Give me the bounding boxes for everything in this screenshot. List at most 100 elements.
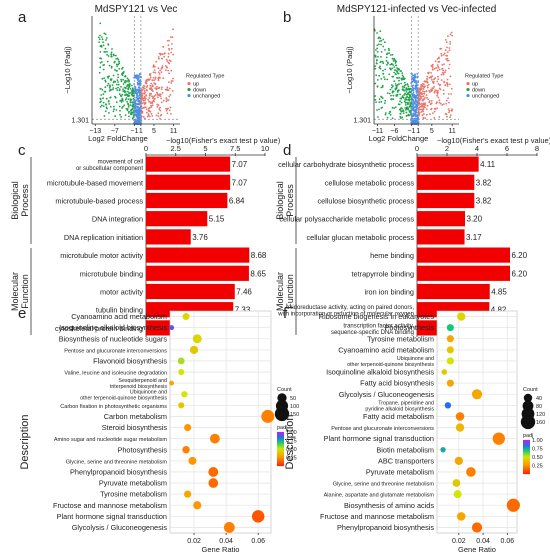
point-unchanged xyxy=(412,86,414,89)
colorbar-segment xyxy=(277,460,284,463)
point-up xyxy=(433,67,436,70)
point-up xyxy=(152,96,155,98)
point-up xyxy=(169,36,172,39)
point-down xyxy=(405,99,408,101)
color-legend-title: padj xyxy=(523,433,533,439)
point-up xyxy=(422,88,425,90)
legend-label-down: down xyxy=(472,88,485,94)
point-down xyxy=(377,43,380,46)
point-unchanged xyxy=(412,84,415,87)
point-down xyxy=(106,60,109,63)
point-down xyxy=(104,51,107,53)
point-down xyxy=(106,84,109,87)
category-label: Fructose and mannose metabolism xyxy=(320,512,434,521)
bubble xyxy=(492,432,505,445)
colorbar-segment xyxy=(523,445,530,448)
point-up xyxy=(432,112,434,114)
category-label: Pentose and glucuronate interconversions xyxy=(331,426,434,432)
point-up xyxy=(148,79,150,82)
point-up xyxy=(168,47,170,50)
point-down xyxy=(120,78,122,81)
bar xyxy=(417,247,510,263)
x-tick-label: −1 xyxy=(130,128,138,135)
point-down xyxy=(406,101,408,104)
point-unchanged xyxy=(415,109,417,112)
point-down xyxy=(117,73,119,76)
plot-background xyxy=(436,310,518,534)
point-up xyxy=(422,117,425,119)
point-down xyxy=(390,94,392,97)
point-down xyxy=(401,85,404,88)
point-down xyxy=(402,96,404,99)
point-up xyxy=(161,65,164,67)
colorbar-segment xyxy=(277,432,284,435)
point-down xyxy=(405,96,407,99)
point-up xyxy=(446,115,448,118)
x-tick-label: 5 xyxy=(203,144,207,153)
size-legend-label: 100 xyxy=(290,404,299,410)
point-down xyxy=(379,30,382,33)
colorbar-segment xyxy=(277,436,284,439)
point-up xyxy=(148,94,151,97)
panel-label: e xyxy=(18,305,26,322)
point-down xyxy=(118,62,121,65)
point-down xyxy=(117,76,119,79)
point-down xyxy=(125,107,128,110)
colorbar-segment xyxy=(277,454,284,457)
point-up xyxy=(420,111,423,113)
point-unchanged xyxy=(136,98,139,101)
panel-d: d 0 2 4 6 8 Biological Process 4.11 cellular carb… xyxy=(275,136,550,337)
point-unchanged xyxy=(136,107,139,109)
point-down xyxy=(400,117,402,119)
point-up xyxy=(446,59,449,62)
category-label: Carbon metabolism xyxy=(104,412,167,421)
point-unchanged xyxy=(136,78,139,80)
point-up xyxy=(449,116,451,119)
size-legend-label: 80 xyxy=(536,404,542,410)
category-label: oxidoreductase activity, acting on paire… xyxy=(286,305,414,311)
point-down xyxy=(127,102,129,105)
point-down xyxy=(124,98,127,101)
point-down xyxy=(384,99,387,102)
point-down xyxy=(392,85,394,88)
point-up xyxy=(420,95,423,98)
point-up xyxy=(432,80,435,83)
point-down xyxy=(106,107,108,110)
x-axis-label: −log10(Fisher's exact test p value) xyxy=(166,136,281,145)
legend-key-up xyxy=(187,81,191,86)
x-tick-label: 2.5 xyxy=(171,144,181,153)
point-unchanged xyxy=(138,75,141,77)
point-down xyxy=(391,75,394,78)
point-unchanged xyxy=(415,82,418,85)
point-down xyxy=(122,83,125,85)
point-up xyxy=(419,103,422,105)
point-up xyxy=(161,53,164,56)
point-down xyxy=(117,86,119,89)
point-unchanged xyxy=(133,74,136,77)
point-up xyxy=(431,78,433,81)
category-label: motor activity xyxy=(100,288,143,297)
size-legend-label: 50 xyxy=(290,396,296,402)
x-tick-label: 10 xyxy=(261,144,269,153)
point-up xyxy=(145,86,148,89)
point-down xyxy=(394,88,397,91)
point-up xyxy=(153,95,156,97)
point-up xyxy=(141,96,144,99)
point-down xyxy=(403,89,405,92)
colorbar-segment xyxy=(523,471,530,474)
point-down xyxy=(114,60,116,63)
point-down xyxy=(108,75,110,78)
point-down xyxy=(98,38,101,41)
colorbar-segment xyxy=(277,447,284,450)
point-up xyxy=(159,109,162,112)
point-down xyxy=(108,64,111,67)
colorbar-segment xyxy=(523,440,530,443)
point-down xyxy=(395,94,398,96)
point-down xyxy=(400,97,403,100)
bar xyxy=(146,229,191,245)
point-up xyxy=(154,83,157,86)
point-up xyxy=(150,82,153,85)
point-up xyxy=(149,115,151,118)
point-down xyxy=(104,79,107,82)
point-down xyxy=(389,88,392,91)
